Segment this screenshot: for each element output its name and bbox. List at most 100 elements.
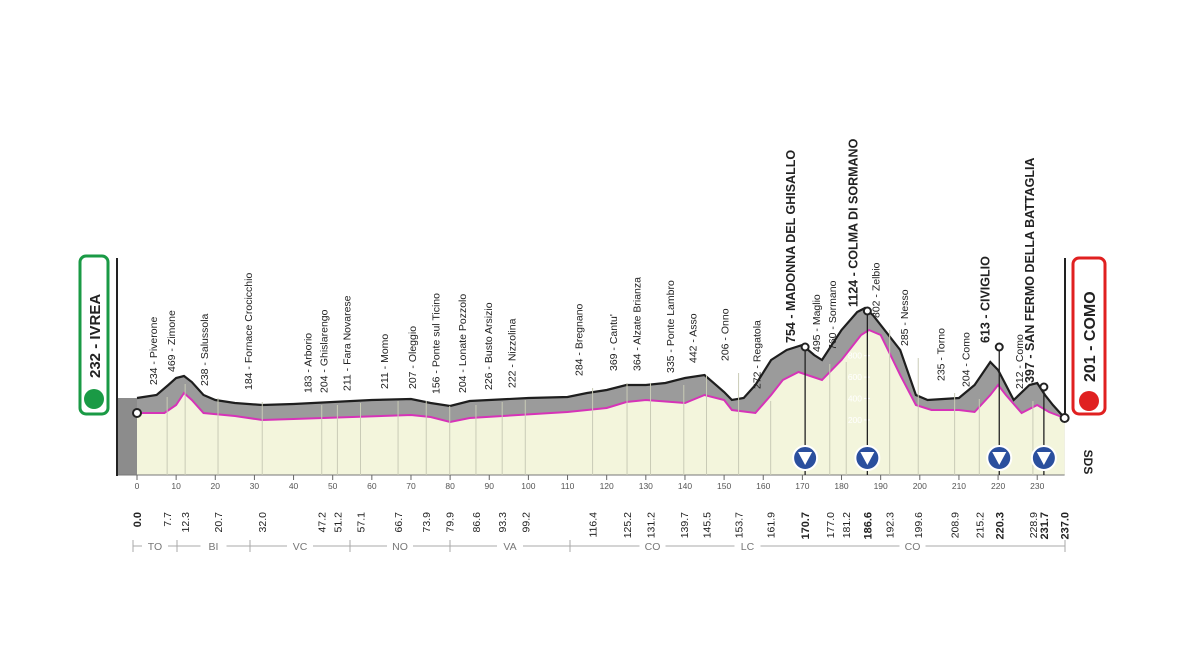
place-label: 335 - Ponte Lambro: [665, 280, 677, 373]
place-km: 139.7: [679, 512, 691, 538]
distance-tick-label: 130: [639, 481, 653, 491]
region-gap: [387, 539, 413, 553]
finish-label: 201 - COMO: [1082, 291, 1099, 382]
start-box: [78, 254, 110, 416]
place-km: 79.9: [445, 512, 457, 533]
logo: SDS: [1081, 450, 1095, 475]
place-km: 161.9: [766, 512, 778, 538]
region-label: TO: [148, 541, 162, 553]
region-gap: [734, 539, 761, 553]
place-label: 442 - Asso: [687, 313, 699, 363]
distance-tick-label: 0: [135, 481, 140, 491]
place-label: 211 - Momo: [379, 334, 391, 389]
place-km: 199.6: [913, 512, 925, 538]
finish-icon: [1079, 391, 1099, 411]
place-label: 369 - Cantu': [608, 314, 620, 371]
start-label: 232 - IVREA: [87, 294, 104, 378]
ridge-line: [136, 306, 1066, 419]
climb-label: 397 - SAN FERMO DELLA BATTAGLIA: [1023, 158, 1037, 383]
distance-tick-label: 40: [289, 481, 299, 491]
place-km: 116.4: [588, 512, 600, 538]
distance-tick-label: 170: [795, 481, 809, 491]
place-label: 183 - Arborio: [303, 333, 315, 393]
start-block: [117, 398, 137, 475]
place-label: 284 - Bregnano: [574, 303, 586, 376]
place-label: 184 - Fornace Crocicchio: [243, 273, 255, 390]
distance-tick-label: 80: [445, 481, 455, 491]
distance-tick-label: 200: [913, 481, 927, 491]
distance-tick-label: 100: [521, 481, 535, 491]
region-label: CO: [645, 541, 661, 553]
climb-dot: [800, 342, 810, 352]
start-icon: [84, 389, 104, 409]
region-gap: [497, 539, 523, 553]
place-label: 238 - Salussola: [199, 313, 211, 386]
place-km: 12.3: [180, 512, 192, 533]
climb-arrow: [992, 452, 1007, 465]
place-label: 760 - Sormano: [827, 280, 839, 350]
place-label: 495 - Maglio: [811, 294, 823, 352]
finish-box: [1071, 256, 1107, 416]
distance-tick-label: 20: [211, 481, 221, 491]
distance-tick-label: 10: [171, 481, 181, 491]
place-label: 222 - Nizzolina: [506, 318, 518, 388]
distance-tick-label: 150: [717, 481, 731, 491]
place-km: 73.9: [421, 512, 433, 533]
place-km: 20.7: [213, 512, 225, 533]
distance-tick-label: 220: [991, 481, 1005, 491]
place-km: 57.1: [355, 512, 367, 533]
place-km: 181.2: [841, 512, 853, 538]
place-km: 131.2: [646, 512, 658, 538]
place-label: 156 - Ponte sul Ticino: [431, 293, 443, 394]
finish-dot: [1059, 413, 1070, 423]
region-gap: [899, 539, 926, 553]
region-label: VC: [293, 541, 308, 553]
place-label: 206 - Onno: [720, 308, 732, 361]
distance-tick-label: 190: [874, 481, 888, 491]
altitude-tick-label: 200: [848, 415, 862, 425]
place-km: 99.2: [520, 512, 532, 533]
place-label: 207 - Oleggio: [407, 326, 419, 389]
place-km: 7.7: [162, 512, 174, 527]
place-km: 125.2: [622, 512, 634, 538]
distance-tick-label: 30: [250, 481, 260, 491]
region-label: NO: [392, 541, 408, 553]
region-gap: [200, 539, 227, 553]
place-km: 177.0: [825, 512, 837, 538]
distance-tick-label: 90: [485, 481, 495, 491]
start-dot: [132, 408, 142, 418]
distance-tick-label: 70: [406, 481, 416, 491]
place-label: 234 - Piverone: [148, 317, 160, 385]
place-label: 469 - Zimone: [166, 310, 178, 372]
place-label: 211 - Fara Novarese: [341, 295, 353, 391]
altitude-tick-label: 400: [848, 394, 862, 404]
place-label: 285 - Nesso: [899, 289, 911, 346]
place-label: 802 - Zelbio: [871, 262, 883, 318]
region-gap: [142, 539, 168, 553]
place-label: 212 - Como: [1014, 334, 1026, 389]
region-label: VA: [503, 541, 516, 553]
climb-arrow: [860, 452, 875, 465]
region-gap: [639, 539, 666, 553]
place-label: 204 - Como: [960, 332, 972, 387]
place-km: 32.0: [257, 512, 269, 533]
place-km: 192.3: [885, 512, 897, 538]
climb-label: 613 - CIVIGLIO: [978, 256, 992, 343]
distance-tick-label: 180: [834, 481, 848, 491]
place-km: 220.3: [994, 512, 1006, 540]
region-label: CO: [905, 541, 921, 553]
place-km: 153.7: [734, 512, 746, 538]
climb-arrow: [798, 452, 813, 465]
altitude-tick-label: 600: [848, 372, 862, 382]
altitude-tick-label: 800: [848, 351, 862, 361]
climb-dot: [994, 342, 1004, 352]
place-km: 47.2: [317, 512, 329, 533]
place-label: 272 - Regatola: [752, 320, 764, 389]
distance-tick-label: 110: [561, 481, 575, 491]
distance-tick-label: 50: [328, 481, 338, 491]
place-km: 231.7: [1039, 512, 1051, 540]
climb-dot: [1039, 382, 1049, 392]
place-km: 170.7: [800, 512, 812, 540]
